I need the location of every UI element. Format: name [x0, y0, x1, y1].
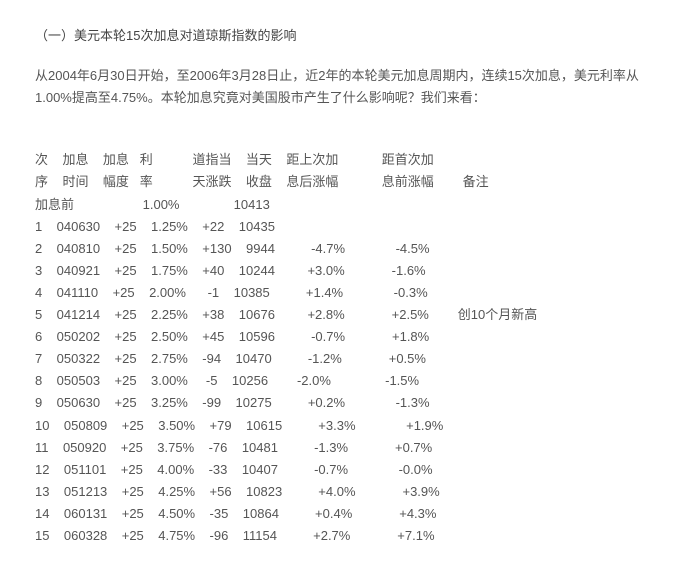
- table-row: 6 050202 +25 2.50% +45 10596 -0.7% +1.8%: [35, 329, 429, 344]
- table-row: 5 041214 +25 2.25% +38 10676 +2.8% +2.5%…: [35, 307, 537, 322]
- table-row: 10 050809 +25 3.50% +79 10615 +3.3% +1.9…: [35, 418, 443, 433]
- table-header-row-1: 次 加息 加息 利 道指当 当天 距上次加 距首次加: [35, 152, 434, 167]
- table-row: 11 050920 +25 3.75% -76 10481 -1.3% +0.7…: [35, 440, 432, 455]
- section-title: （一）美元本轮15次加息对道琼斯指数的影响: [35, 25, 653, 47]
- intro-paragraph: 从2004年6月30日开始，至2006年3月28日止，近2年的本轮美元加息周期内…: [35, 65, 653, 109]
- table-row: 1 040630 +25 1.25% +22 10435: [35, 219, 275, 234]
- table-row: 13 051213 +25 4.25% +56 10823 +4.0% +3.9…: [35, 484, 440, 499]
- table-header-row-2: 序 时间 幅度 率 天涨跌 收盘 息后涨幅 息前涨幅 备注: [35, 174, 489, 189]
- table-row: 12 051101 +25 4.00% -33 10407 -0.7% -0.0…: [35, 462, 433, 477]
- table-row: 3 040921 +25 1.75% +40 10244 +3.0% -1.6%: [35, 263, 426, 278]
- table-row: 4 041110 +25 2.00% -1 10385 +1.4% -0.3%: [35, 285, 428, 300]
- rate-hike-table: 次 加息 加息 利 道指当 当天 距上次加 距首次加 序 时间 幅度 率 天涨跌…: [35, 127, 653, 547]
- table-row: 7 050322 +25 2.75% -94 10470 -1.2% +0.5%: [35, 351, 426, 366]
- table-row: 14 060131 +25 4.50% -35 10864 +0.4% +4.3…: [35, 506, 436, 521]
- table-pre-row: 加息前 1.00% 10413: [35, 197, 270, 212]
- table-row: 8 050503 +25 3.00% -5 10256 -2.0% -1.5%: [35, 373, 419, 388]
- table-row: 15 060328 +25 4.75% -96 11154 +2.7% +7.1…: [35, 528, 435, 543]
- table-row: 9 050630 +25 3.25% -99 10275 +0.2% -1.3%: [35, 395, 430, 410]
- table-row: 2 040810 +25 1.50% +130 9944 -4.7% -4.5%: [35, 241, 430, 256]
